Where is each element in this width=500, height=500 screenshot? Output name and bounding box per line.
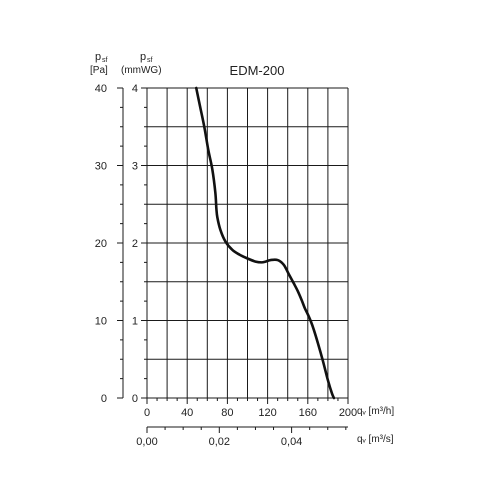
pressure-mmwg-axis-label: p sf (mmWG) (121, 51, 162, 76)
fan-curve-line (194, 86, 336, 400)
chart-axes (117, 87, 349, 433)
pressure-pa-unit: [Pa] (90, 65, 108, 76)
fan-curve-layer (194, 86, 336, 400)
flow-m3h-tick-label: 80 (221, 407, 233, 419)
pressure-mmwg-subscript: sf (147, 57, 153, 64)
pressure-mmwg-tick-label: 0 (132, 393, 138, 405)
pressure-mmwg-symbol: p (140, 51, 146, 63)
flow-m3h-tick-label: 200 (339, 407, 357, 419)
pressure-pa-tick-label: 0 (101, 393, 107, 405)
pressure-mmwg-tick-label: 4 (132, 83, 138, 95)
pressure-pa-axis-label: p sf [Pa] (90, 51, 108, 76)
pressure-mmwg-tick-label: 2 (132, 238, 138, 250)
flow-m3h-tick-label: 0 (144, 407, 150, 419)
pressure-mmwg-tick-label: 3 (132, 161, 138, 173)
flow-m3s-tick-label: 0,04 (281, 436, 302, 448)
pressure-pa-symbol: p (95, 51, 101, 63)
flow-m3h-tick-label: 120 (258, 407, 276, 419)
flow-m3h-tick-label: 40 (181, 407, 193, 419)
flow-m3h-tick-label: 160 (299, 407, 317, 419)
flow-m3s-tick-label: 0,02 (209, 436, 230, 448)
pressure-pa-tick-label: 10 (95, 316, 107, 328)
pressure-pa-tick-label: 20 (95, 238, 107, 250)
pressure-mmwg-unit: (mmWG) (121, 65, 162, 76)
flow-m3s-axis-label: qᵥ [m³/s] (357, 434, 394, 445)
pressure-mmwg-tick-label: 1 (132, 316, 138, 328)
chart-grid (146, 87, 349, 399)
flow-m3h-axis-label: qᵥ [m³/h] (357, 406, 394, 417)
flow-m3s-tick-label: 0,00 (136, 436, 157, 448)
chart-title: EDM-200 (230, 63, 285, 78)
pressure-pa-tick-label: 30 (95, 161, 107, 173)
pressure-pa-tick-label: 40 (95, 83, 107, 95)
pressure-pa-subscript: sf (102, 57, 108, 64)
